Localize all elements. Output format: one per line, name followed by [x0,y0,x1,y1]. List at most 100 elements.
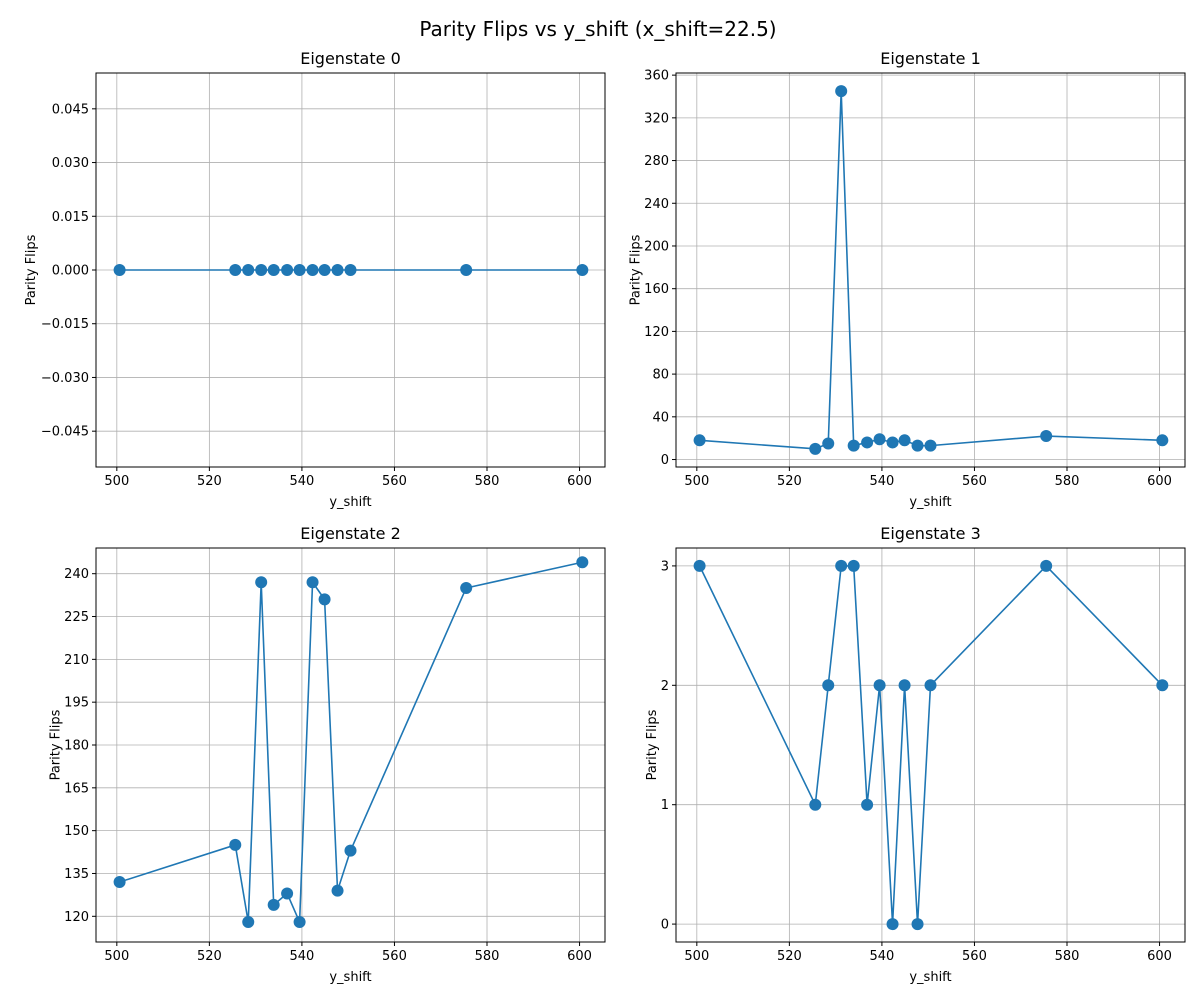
y-tick-label: 2 [661,679,669,694]
axes-frame [675,547,1186,943]
y-tick-label: 1 [661,798,669,813]
y-tick-label: 80 [652,368,669,383]
subplot-title: Eigenstate 0 [300,49,401,68]
y-tick-label: 240 [644,197,669,212]
data-point [822,679,835,692]
subplot-eigenstate-0: 500 520 540 560 580 600 −0.045 −0.030 −0.015 0.00… [24,49,606,510]
data-point [331,884,344,897]
data-point [318,593,331,606]
x-tick-label: 560 [382,474,407,489]
data-point [576,556,589,569]
data-point [911,439,924,452]
data-point [1040,430,1053,443]
subplot-title: Eigenstate 2 [300,524,401,543]
x-tick-label: 600 [1147,949,1172,964]
y-tick-label: 225 [64,610,89,625]
x-axis-label: y_shift [909,495,951,510]
data-point [331,264,344,276]
y-tick-label: 0 [661,453,669,468]
y-tick-label: 135 [64,867,89,882]
y-tick-label: 165 [64,781,89,796]
data-point [873,679,886,692]
data-point [1156,434,1169,447]
data-point [255,576,268,589]
data-point [809,798,822,811]
y-tick-label: 160 [644,282,669,297]
series-line [698,565,1163,925]
x-tick-label: 580 [475,474,500,489]
x-tick-label: 500 [684,949,709,964]
y-tick-label: 200 [644,239,669,254]
data-point [924,439,937,452]
subplot-eigenstate-1: 500 520 540 560 580 600 0 40 80 120 160 200 240 280 32… [628,49,1186,510]
x-tick-label: 540 [869,949,894,964]
y-tick-label: 120 [644,325,669,340]
y-tick-label: 280 [644,154,669,169]
data-point [1156,679,1169,692]
data-point [861,798,874,811]
x-tick-label: 500 [684,474,709,489]
data-point [898,434,911,447]
y-axis-label: Parity Flips [628,234,643,305]
data-point [460,581,473,594]
y-tick-label: 0.015 [52,210,89,225]
data-point [229,264,242,276]
data-point [576,264,589,276]
data-point [886,436,899,449]
y-tick-label: 180 [64,739,89,754]
data-point [113,876,126,889]
x-tick-label: 600 [567,949,592,964]
data-point [1040,559,1053,572]
y-tick-label: 0.000 [52,264,89,279]
data-point [809,442,822,455]
x-tick-label: 540 [289,474,314,489]
data-point [847,559,860,572]
x-tick-label: 600 [1147,474,1172,489]
x-tick-label: 520 [777,949,802,964]
x-tick-label: 560 [962,474,987,489]
y-tick-label: 320 [644,111,669,126]
y-tick-label: 195 [64,696,89,711]
subplot-eigenstate-2: 500 520 540 560 580 600 120 135 150 165 180 195 210 2… [48,524,606,985]
data-point [306,264,319,276]
x-tick-label: 580 [1055,949,1080,964]
data-point [886,918,899,931]
x-tick-label: 560 [962,949,987,964]
data-point [293,916,306,929]
x-tick-label: 540 [289,949,314,964]
y-axis-label: Parity Flips [48,709,63,780]
data-point [281,887,294,900]
x-tick-label: 520 [197,949,222,964]
x-tick-label: 500 [104,949,129,964]
subplot-title: Eigenstate 1 [880,49,981,68]
data-point [460,264,473,276]
x-tick-label: 600 [567,474,592,489]
x-tick-label: 560 [382,949,407,964]
data-point [306,576,319,589]
data-point [242,916,255,929]
y-tick-label: 150 [64,824,89,839]
data-point [861,436,874,449]
axes-frame [675,72,1186,468]
x-axis-label: y_shift [909,970,951,985]
y-axis-label: Parity Flips [24,234,39,305]
x-tick-label: 520 [777,474,802,489]
figure-suptitle: Parity Flips vs y_shift (x_shift=22.5) [419,17,776,41]
x-tick-label: 540 [869,474,894,489]
data-point [344,264,357,276]
data-point [898,679,911,692]
data-point [318,264,331,276]
data-point [693,434,706,447]
subplot-title: Eigenstate 3 [880,524,981,543]
subplot-grid: 500 520 540 560 580 600 −0.045 −0.030 −0.015 0.00… [24,49,1186,985]
x-tick-label: 580 [1055,474,1080,489]
data-point [267,898,280,911]
y-tick-label: 3 [661,559,669,574]
y-tick-label: 40 [652,410,669,425]
data-point [835,85,848,98]
y-axis-label: Parity Flips [645,709,660,780]
y-tick-label: 0.030 [52,156,89,171]
data-point [344,844,357,857]
data-point [229,838,242,851]
